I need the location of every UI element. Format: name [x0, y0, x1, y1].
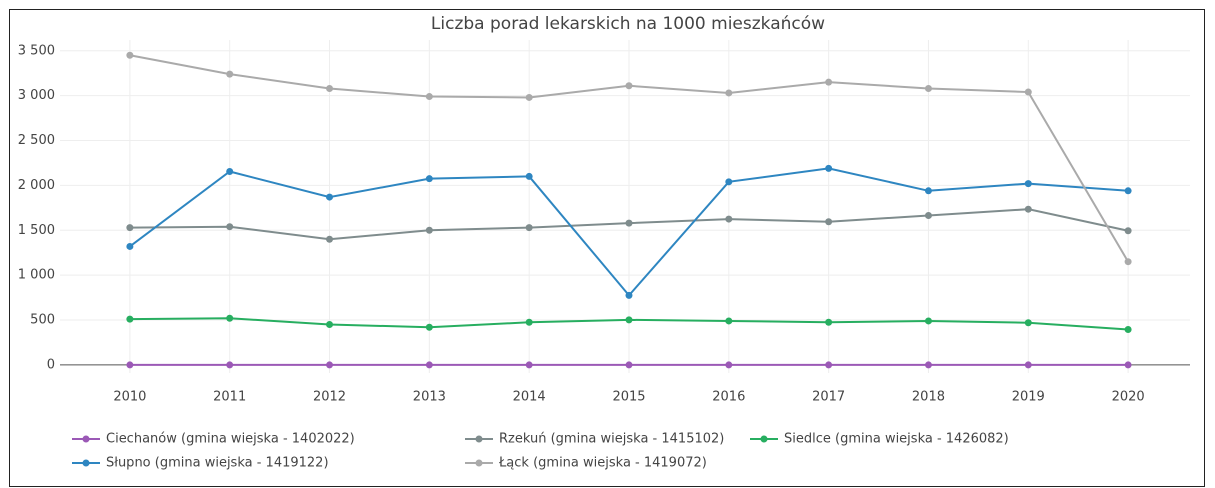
data-point	[924, 317, 932, 325]
y-tick-label: 3 000	[18, 88, 55, 103]
data-point	[924, 361, 932, 369]
data-point	[425, 323, 433, 331]
data-point	[1024, 205, 1032, 213]
chart-title: Liczba porad lekarskich na 1000 mieszkań…	[431, 14, 825, 34]
y-tick-label: 500	[30, 313, 55, 328]
data-point	[1124, 187, 1132, 195]
data-point	[1124, 325, 1132, 333]
legend-label: Rzekuń (gmina wiejska - 1415102)	[499, 432, 724, 447]
legend-marker	[760, 435, 768, 443]
data-point	[525, 361, 533, 369]
data-point	[425, 93, 433, 101]
data-point	[326, 193, 334, 201]
data-point	[126, 361, 134, 369]
y-tick-label: 1 500	[18, 223, 55, 238]
data-point	[525, 318, 533, 326]
legend-marker	[475, 459, 483, 467]
data-point	[825, 164, 833, 172]
data-point	[525, 224, 533, 232]
legend-label: Siedlce (gmina wiejska - 1426082)	[784, 432, 1009, 447]
data-point	[1024, 88, 1032, 96]
x-tick-label: 2020	[1112, 390, 1145, 405]
data-point	[924, 84, 932, 92]
y-tick-label: 2 500	[18, 133, 55, 148]
data-point	[326, 84, 334, 92]
data-point	[1024, 361, 1032, 369]
data-point	[525, 93, 533, 101]
data-point	[725, 89, 733, 97]
y-tick-label: 2 000	[18, 178, 55, 193]
data-point	[226, 314, 234, 322]
legend-marker	[82, 459, 90, 467]
data-point	[425, 175, 433, 183]
x-tick-label: 2015	[612, 390, 645, 405]
x-tick-label: 2013	[413, 390, 446, 405]
data-point	[226, 361, 234, 369]
data-point	[625, 219, 633, 227]
data-point	[725, 317, 733, 325]
data-point	[226, 223, 234, 231]
data-point	[625, 291, 633, 299]
data-point	[1024, 319, 1032, 327]
data-point	[425, 361, 433, 369]
data-point	[425, 226, 433, 234]
data-point	[1124, 361, 1132, 369]
legend-label: Ciechanów (gmina wiejska - 1402022)	[106, 432, 355, 447]
data-point	[126, 242, 134, 250]
data-point	[625, 316, 633, 324]
data-point	[326, 361, 334, 369]
data-point	[1124, 258, 1132, 266]
y-tick-label: 0	[47, 357, 55, 372]
x-tick-label: 2017	[812, 390, 845, 405]
legend-label: Łąck (gmina wiejska - 1419072)	[498, 456, 707, 471]
frame	[9, 9, 1205, 487]
data-point	[825, 318, 833, 326]
data-point	[725, 215, 733, 223]
data-point	[126, 51, 134, 59]
data-point	[825, 361, 833, 369]
legend-label: Słupno (gmina wiejska - 1419122)	[106, 456, 329, 471]
data-point	[625, 361, 633, 369]
data-point	[226, 70, 234, 78]
y-tick-label: 1 000	[18, 268, 55, 283]
x-tick-label: 2011	[213, 390, 246, 405]
x-tick-label: 2010	[113, 390, 146, 405]
data-point	[1124, 227, 1132, 235]
data-point	[924, 211, 932, 219]
data-point	[625, 82, 633, 90]
data-point	[126, 315, 134, 323]
x-tick-label: 2014	[513, 390, 546, 405]
legend-marker	[475, 435, 483, 443]
y-tick-label: 3 500	[18, 43, 55, 58]
data-point	[825, 218, 833, 226]
data-point	[326, 235, 334, 243]
x-tick-label: 2016	[712, 390, 745, 405]
data-point	[525, 172, 533, 180]
x-tick-label: 2018	[912, 390, 945, 405]
x-tick-label: 2019	[1012, 390, 1045, 405]
legend-marker	[82, 435, 90, 443]
data-point	[226, 167, 234, 175]
data-point	[326, 321, 334, 329]
data-point	[725, 361, 733, 369]
data-point	[924, 187, 932, 195]
data-point	[725, 178, 733, 186]
data-point	[126, 224, 134, 232]
data-point	[825, 78, 833, 86]
x-tick-label: 2012	[313, 390, 346, 405]
data-point	[1024, 180, 1032, 188]
